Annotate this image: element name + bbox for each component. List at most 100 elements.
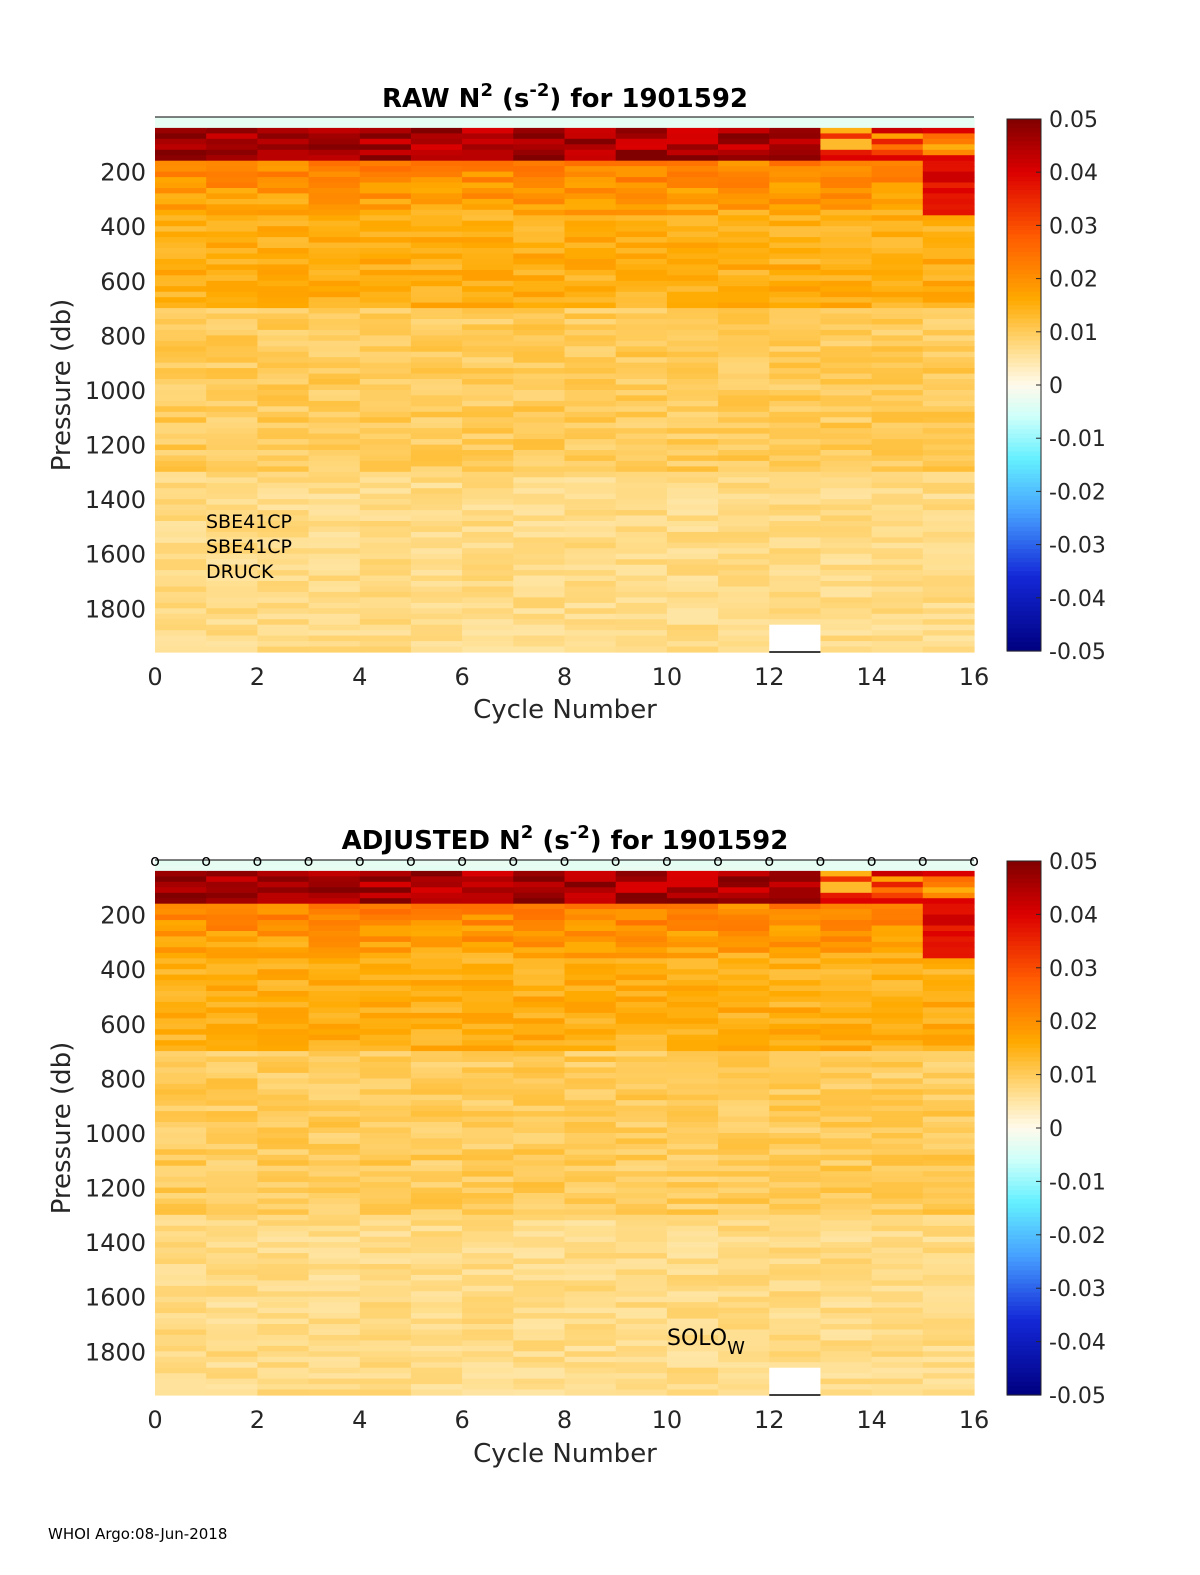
heatmap-cell [308, 291, 361, 298]
heatmap-cell [206, 160, 258, 167]
heatmap-cell [564, 1001, 617, 1008]
heatmap-cell [871, 553, 924, 560]
heatmap-cell [769, 969, 822, 976]
heatmap-cell [462, 1062, 514, 1069]
heatmap-cell [769, 1242, 822, 1249]
heatmap-cell [308, 1182, 361, 1189]
heatmap-cell [922, 1171, 975, 1178]
heatmap-cell [155, 958, 207, 965]
heatmap-cell [666, 1007, 719, 1014]
heatmap-cell [820, 1176, 873, 1183]
heatmap-cell [359, 1127, 412, 1134]
heatmap-cell [359, 308, 412, 315]
heatmap-cell [462, 499, 514, 506]
heatmap-cell [615, 1083, 668, 1090]
heatmap-cell [922, 1367, 975, 1374]
heatmap-cell [206, 597, 258, 604]
heatmap-cell [666, 231, 719, 238]
heatmap-cell [308, 624, 361, 631]
heatmap-cell [513, 1078, 566, 1085]
heatmap-cell [922, 980, 975, 987]
heatmap-cell [410, 991, 463, 998]
colorbar-segment [1007, 127, 1041, 133]
heatmap-cell [359, 1214, 412, 1221]
heatmap-cell [206, 1318, 258, 1325]
heatmap-cell [308, 1296, 361, 1303]
heatmap-cell [410, 362, 463, 369]
heatmap-cell [820, 117, 873, 124]
heatmap-cell [820, 1203, 873, 1210]
heatmap-cell [308, 925, 361, 932]
heatmap-cell [769, 1214, 822, 1221]
heatmap-cell [155, 537, 207, 544]
adjusted-x-axis-label: Cycle Number [473, 1439, 657, 1469]
heatmap-cell [513, 499, 566, 506]
heatmap-cell [769, 439, 822, 446]
colorbar-segment [1007, 1381, 1041, 1387]
heatmap-cell [564, 368, 617, 375]
heatmap-cell [359, 548, 412, 555]
heatmap-cell [410, 925, 463, 932]
heatmap-cell [308, 1187, 361, 1194]
heatmap-cell [922, 1007, 975, 1014]
heatmap-cell [513, 368, 566, 375]
heatmap-cell [871, 963, 924, 970]
heatmap-cell [718, 931, 770, 938]
heatmap-cell [308, 1247, 361, 1254]
heatmap-cell [871, 149, 924, 156]
heatmap-cell [922, 439, 975, 446]
heatmap-cell [871, 258, 924, 265]
heatmap-cell [666, 488, 719, 495]
heatmap-cell [155, 379, 207, 386]
heatmap-cell [922, 209, 975, 216]
heatmap-cell [718, 308, 770, 315]
heatmap-cell [820, 575, 873, 582]
heatmap-cell [513, 482, 566, 489]
heatmap-cell [155, 515, 207, 522]
heatmap-cell [359, 422, 412, 429]
heatmap-cell [410, 1100, 463, 1107]
heatmap-cell [206, 898, 258, 905]
heatmap-cell [564, 1231, 617, 1238]
heatmap-cell [615, 969, 668, 976]
heatmap-cell [206, 258, 258, 265]
heatmap-cell [155, 1274, 207, 1281]
heatmap-cell [257, 308, 310, 315]
heatmap-cell [564, 1324, 617, 1331]
heatmap-cell [359, 1105, 412, 1112]
heatmap-cell [769, 253, 822, 260]
heatmap-cell [155, 1051, 207, 1058]
heatmap-cell [359, 581, 412, 588]
heatmap-cell [564, 248, 617, 255]
heatmap-cell [769, 411, 822, 418]
heatmap-cell [666, 127, 719, 134]
heatmap-cell [206, 237, 258, 244]
heatmap-cell [359, 1296, 412, 1303]
heatmap-cell [769, 477, 822, 484]
heatmap-cell [513, 1356, 566, 1363]
heatmap-cell [718, 231, 770, 238]
heatmap-cell [922, 171, 975, 178]
heatmap-cell [871, 1062, 924, 1069]
heatmap-cell [257, 160, 310, 167]
heatmap-cell [206, 1329, 258, 1336]
heatmap-cell [206, 947, 258, 954]
heatmap-cell [769, 1225, 822, 1232]
heatmap-cell [410, 1051, 463, 1058]
heatmap-cell [257, 1356, 310, 1363]
heatmap-cell [871, 1160, 924, 1167]
surface-marker: o [662, 851, 672, 870]
heatmap-cell [666, 379, 719, 386]
heatmap-cell [257, 144, 310, 151]
heatmap-cell [308, 433, 361, 440]
heatmap-cell [359, 1329, 412, 1336]
heatmap-cell [410, 1143, 463, 1150]
heatmap-cell [820, 963, 873, 970]
heatmap-cell [666, 1176, 719, 1183]
colorbar-segment [1007, 318, 1041, 324]
colorbar-segment [1007, 322, 1041, 328]
heatmap-cell [922, 646, 975, 653]
heatmap-cell [615, 1007, 668, 1014]
heatmap-cell [257, 947, 310, 954]
heatmap-cell [513, 122, 566, 129]
